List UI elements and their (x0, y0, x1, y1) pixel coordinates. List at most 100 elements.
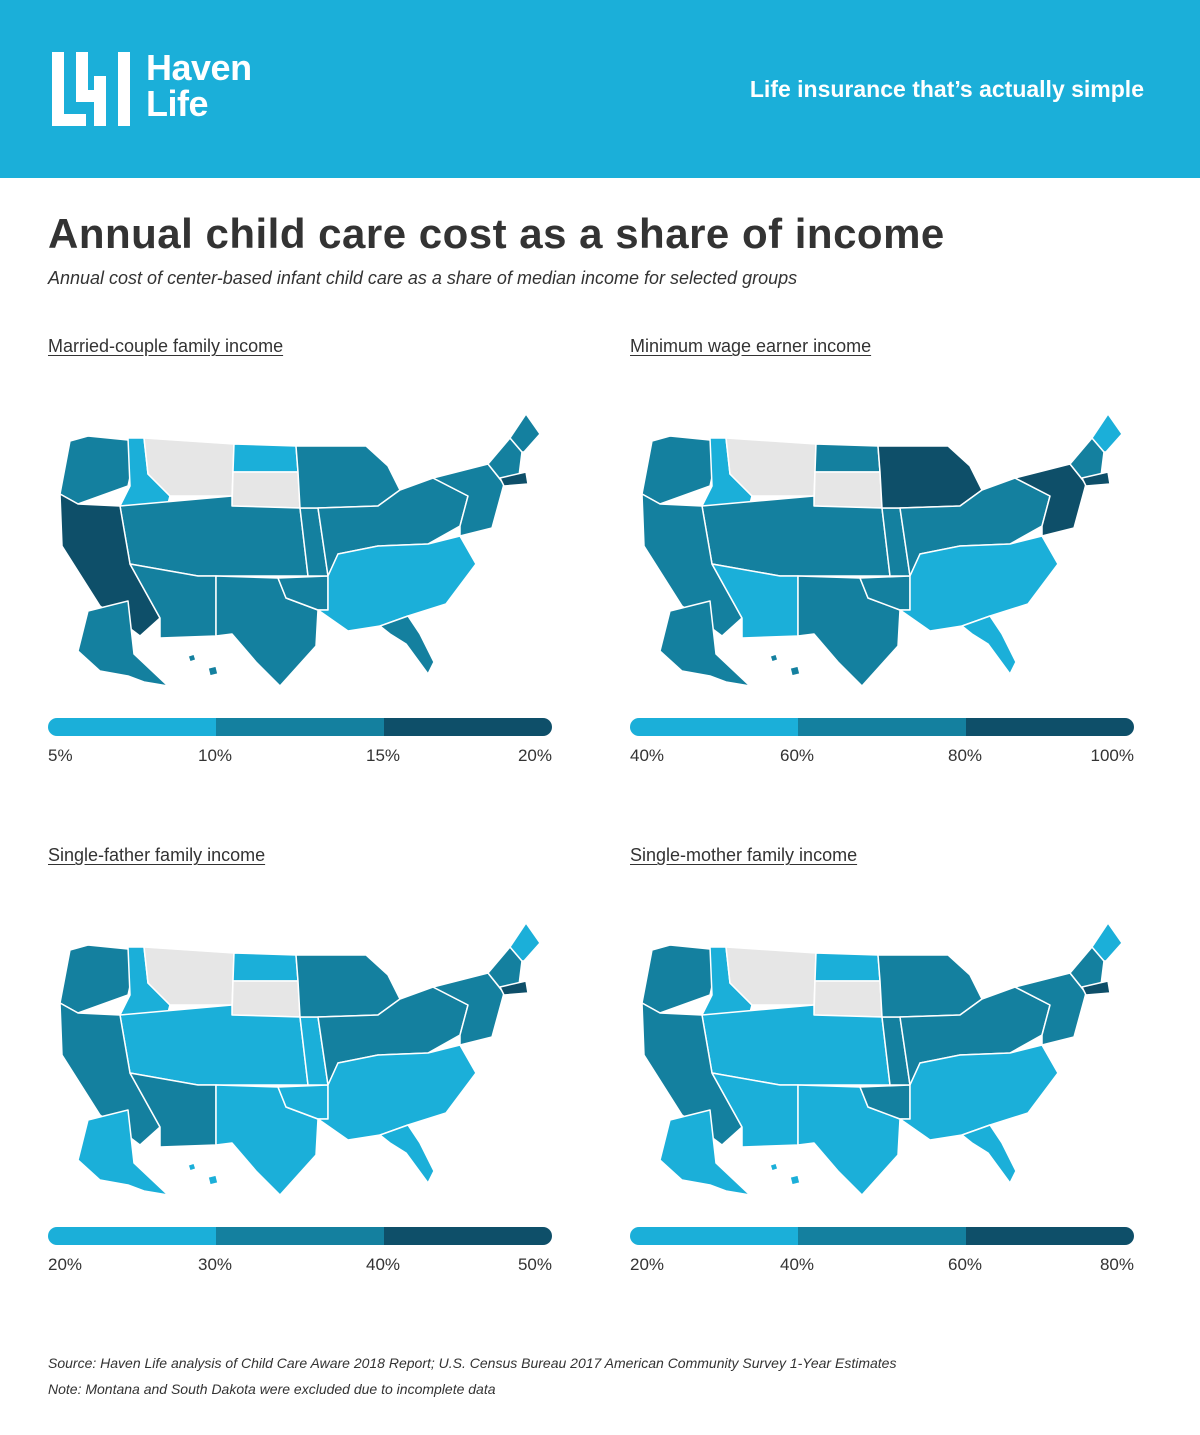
legend-labels: 20% 30% 40% 50% (48, 1255, 552, 1277)
state-region-south-dakota (813, 471, 883, 509)
state-region-mountain (701, 495, 891, 577)
legend-tick: 30% (198, 1255, 233, 1274)
state-region-montana (143, 437, 235, 497)
state-region-south-dakota (813, 980, 883, 1018)
state-region-upper-midwest (877, 954, 983, 1018)
legend-segment-mid (216, 1227, 384, 1245)
legend-tick: 20% (48, 1255, 83, 1274)
state-region-hawaii (769, 653, 801, 677)
state-region-hawaii (769, 1162, 801, 1186)
legend-labels: 5% 10% 15% 20% (48, 746, 552, 768)
map-panel-single-father: Single-father family income 20% 30% 40% … (48, 845, 558, 1295)
legend-labels: 20% 40% 60% 80% (630, 1255, 1134, 1277)
state-region-hawaii (187, 1162, 219, 1186)
state-region-massachusetts (499, 471, 529, 487)
legend-tick: 80% (948, 746, 983, 765)
legend-segment-low (630, 1227, 798, 1245)
legend-bar (630, 1227, 1134, 1245)
state-region-massachusetts (1081, 980, 1111, 996)
legend-segment-high (384, 718, 552, 736)
panel-title: Single-mother family income (630, 845, 858, 865)
legend-segment-low (48, 718, 216, 736)
brand-line-2: Life (146, 83, 209, 124)
header-banner: Haven Life Life insurance that’s actuall… (0, 0, 1200, 178)
haven-life-logo-icon (52, 52, 130, 126)
legend-tick: 10% (198, 746, 233, 765)
legend-labels: 40% 60% 80% 100% (630, 746, 1134, 768)
state-region-florida (961, 615, 1017, 675)
map-panel-minimum-wage: Minimum wage earner income 40% 60% 80% 1… (630, 336, 1140, 786)
legend-tick: 60% (948, 1255, 983, 1274)
state-region-maine (1091, 922, 1123, 962)
state-region-mountain (701, 1004, 891, 1086)
legend-segment-high (384, 1227, 552, 1245)
us-map (59, 922, 541, 1195)
state-region-maine (509, 922, 541, 962)
panel-title: Minimum wage earner income (630, 336, 872, 356)
state-region-massachusetts (499, 980, 529, 996)
state-region-south (899, 535, 1059, 632)
legend-tick: 80% (1099, 1255, 1134, 1274)
state-region-alaska (77, 1109, 169, 1195)
state-region-alaska (659, 1109, 751, 1195)
legend-segment-mid (798, 718, 966, 736)
us-map (641, 922, 1123, 1195)
state-region-south (317, 535, 477, 632)
state-region-florida (379, 615, 435, 675)
state-region-upper-midwest (877, 445, 983, 509)
state-region-florida (379, 1124, 435, 1184)
state-region-montana (143, 946, 235, 1006)
legend-tick: 20% (630, 1255, 665, 1274)
legend-tick: 40% (366, 1255, 401, 1274)
legend-bar (48, 1227, 552, 1245)
state-region-montana (725, 437, 817, 497)
state-region-upper-midwest (295, 954, 401, 1018)
state-region-north-dakota (814, 952, 881, 982)
state-region-maine (1091, 413, 1123, 453)
state-region-south-dakota (231, 471, 301, 509)
state-region-mountain (119, 1004, 309, 1086)
legend-segment-high (966, 1227, 1134, 1245)
state-region-south (899, 1044, 1059, 1141)
us-map (59, 413, 541, 686)
panel-title: Single-father family income (48, 845, 266, 865)
legend-tick: 20% (517, 746, 552, 765)
source-note: Source: Haven Life analysis of Child Car… (48, 1355, 897, 1371)
page-title: Annual child care cost as a share of inc… (48, 210, 945, 257)
legend-segment-mid (216, 718, 384, 736)
legend-segment-high (966, 718, 1134, 736)
legend-bar (630, 718, 1134, 736)
panel-title: Married-couple family income (48, 336, 284, 356)
legend-tick: 15% (366, 746, 401, 765)
exclusion-note: Note: Montana and South Dakota were excl… (48, 1381, 496, 1397)
brand-name: Haven Life (146, 50, 252, 122)
legend-segment-mid (798, 1227, 966, 1245)
state-region-alaska (77, 600, 169, 686)
state-region-upper-midwest (295, 445, 401, 509)
map-panel-single-mother: Single-mother family income 20% 40% 60% … (630, 845, 1140, 1295)
legend-tick: 5% (48, 746, 73, 765)
legend-tick: 60% (780, 746, 815, 765)
state-region-hawaii (187, 653, 219, 677)
map-panel-married-couple: Married-couple family income 5% 10% 15% … (48, 336, 558, 786)
state-region-north-dakota (232, 443, 299, 473)
page-subtitle: Annual cost of center-based infant child… (48, 268, 798, 288)
state-region-north-dakota (814, 443, 881, 473)
state-region-south (317, 1044, 477, 1141)
state-region-montana (725, 946, 817, 1006)
state-region-mountain (119, 495, 309, 577)
legend-tick: 50% (517, 1255, 552, 1274)
us-map (641, 413, 1123, 686)
state-region-massachusetts (1081, 471, 1111, 487)
state-region-north-dakota (232, 952, 299, 982)
state-region-florida (961, 1124, 1017, 1184)
legend-tick: 100% (1090, 746, 1134, 765)
brand-line-1: Haven (146, 47, 252, 88)
state-region-alaska (659, 600, 751, 686)
state-region-south-dakota (231, 980, 301, 1018)
legend-tick: 40% (630, 746, 665, 765)
state-region-maine (509, 413, 541, 453)
legend-segment-low (630, 718, 798, 736)
legend-bar (48, 718, 552, 736)
legend-tick: 40% (780, 1255, 815, 1274)
